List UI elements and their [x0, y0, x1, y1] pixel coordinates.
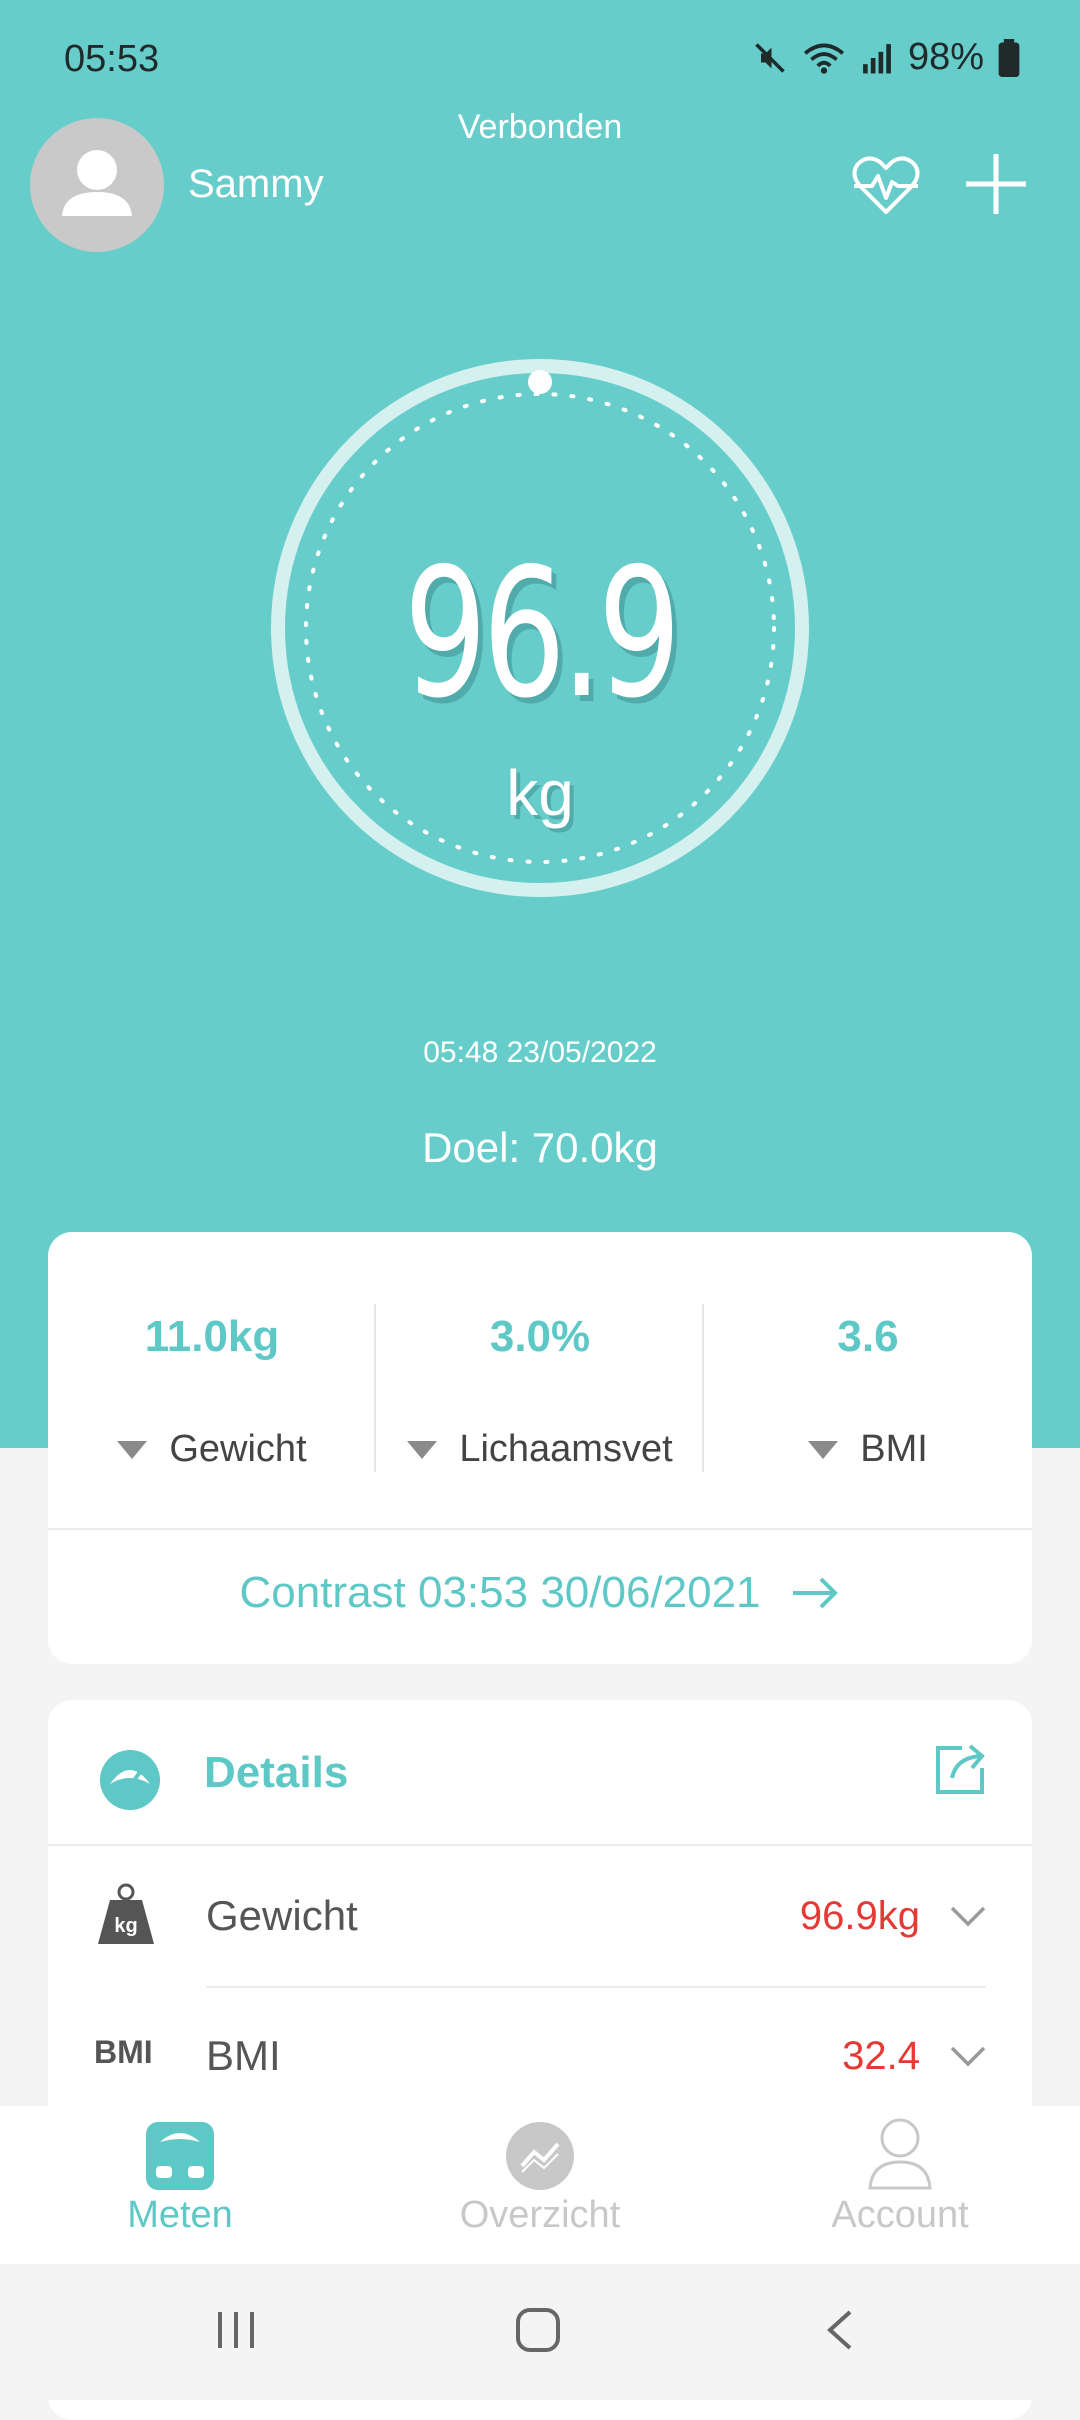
metric-bodyfat-change: 3.0% Lichaamsvet — [376, 1232, 704, 1528]
metric-label: Gewicht — [48, 1428, 376, 1471]
avatar[interactable] — [30, 118, 164, 252]
add-icon[interactable] — [958, 146, 1034, 222]
details-title: Details — [204, 1748, 349, 1797]
detail-value: 32.4 — [842, 2034, 920, 2078]
decrease-triangle-icon — [407, 1440, 438, 1459]
recent-apps-icon[interactable] — [214, 2308, 258, 2352]
scale-dial-icon — [100, 1750, 160, 1810]
metric-weight-change: 11.0kg Gewicht — [48, 1232, 376, 1528]
bmi-text-icon: BMI — [94, 2034, 153, 2070]
mute-icon — [755, 42, 785, 73]
nav-item-account[interactable]: Account — [720, 2106, 1080, 2264]
divider — [48, 1528, 1032, 1530]
share-icon[interactable] — [932, 1742, 988, 1798]
detail-label: Gewicht — [206, 1892, 358, 1939]
status-bar: 05:53 98% — [0, 0, 1080, 120]
weight-gauge — [266, 354, 814, 902]
divider — [702, 1304, 704, 1472]
gauge-ring — [271, 359, 809, 897]
heart-rate-icon[interactable] — [848, 146, 924, 222]
divider — [374, 1304, 376, 1472]
back-icon[interactable] — [822, 2308, 858, 2352]
metric-label-text: Lichaamsvet — [459, 1428, 673, 1470]
decrease-triangle-icon — [117, 1440, 148, 1459]
divider — [48, 1844, 1032, 1846]
wifi-icon — [803, 43, 845, 74]
kg-weight-icon: kg — [98, 1883, 154, 1944]
hero-background — [0, 0, 1080, 1448]
battery-percent: 98% — [907, 36, 984, 78]
nav-label: Account — [831, 2194, 969, 2236]
metric-bmi-change: 3.6 BMI — [704, 1232, 1032, 1528]
decrease-triangle-icon — [808, 1440, 839, 1459]
svg-text:kg: kg — [114, 1915, 137, 1937]
nav-label: Meten — [127, 2194, 233, 2236]
user-silhouette-icon — [62, 150, 132, 216]
contrast-link[interactable]: Contrast 03:53 30/06/2021 — [48, 1568, 1032, 1618]
signal-icon — [863, 43, 891, 73]
trend-chart-icon — [506, 2122, 574, 2190]
metric-label-text: BMI — [860, 1428, 928, 1470]
measurement-timestamp: 05:48 23/05/2022 — [423, 1036, 657, 1069]
metric-label: BMI — [704, 1428, 1032, 1471]
detail-label: BMI — [206, 2032, 281, 2079]
chevron-down-icon[interactable] — [948, 1896, 988, 1936]
weight-unit: kg — [506, 757, 574, 829]
home-icon[interactable] — [514, 2306, 562, 2354]
metric-label: Lichaamsvet — [376, 1428, 704, 1471]
divider — [206, 1986, 986, 1988]
chevron-down-icon[interactable] — [948, 2036, 988, 2076]
battery-icon — [998, 38, 1020, 77]
nav-item-meten[interactable]: Meten — [0, 2106, 360, 2264]
username[interactable]: Sammy — [188, 162, 324, 206]
metric-value: 3.6 — [837, 1312, 899, 1361]
metric-label-text: Gewicht — [169, 1428, 307, 1470]
arrow-right-icon — [792, 1577, 838, 1609]
goal-weight[interactable]: Doel: 70.0kg — [422, 1124, 658, 1171]
account-icon — [868, 2118, 932, 2190]
metric-value: 3.0% — [489, 1312, 591, 1361]
metric-value: 11.0kg — [144, 1312, 280, 1361]
detail-row-weight[interactable]: kg Gewicht 96.9kg — [48, 1846, 1032, 1986]
detail-row-bmi[interactable]: BMI BMI 32.4 — [48, 1988, 1032, 2128]
detail-value: 96.9kg — [799, 1894, 920, 1938]
nav-item-overzicht[interactable]: Overzicht — [360, 2106, 720, 2264]
weight-value: 96.9 — [403, 530, 682, 737]
comparison-card: 11.0kg Gewicht 3.0% Lichaamsvet 3.6 BMI … — [48, 1232, 1032, 1664]
scale-icon — [146, 2122, 214, 2190]
connection-status: Verbonden — [457, 108, 623, 146]
bottom-navigation: Meten Overzicht Account — [0, 2106, 1080, 2264]
contrast-label: Contrast 03:53 30/06/2021 — [239, 1568, 761, 1617]
system-navigation-bar — [0, 2264, 1080, 2400]
status-icons: 98% — [752, 36, 1020, 79]
status-time: 05:53 — [64, 38, 160, 80]
nav-label: Overzicht — [459, 2194, 621, 2236]
